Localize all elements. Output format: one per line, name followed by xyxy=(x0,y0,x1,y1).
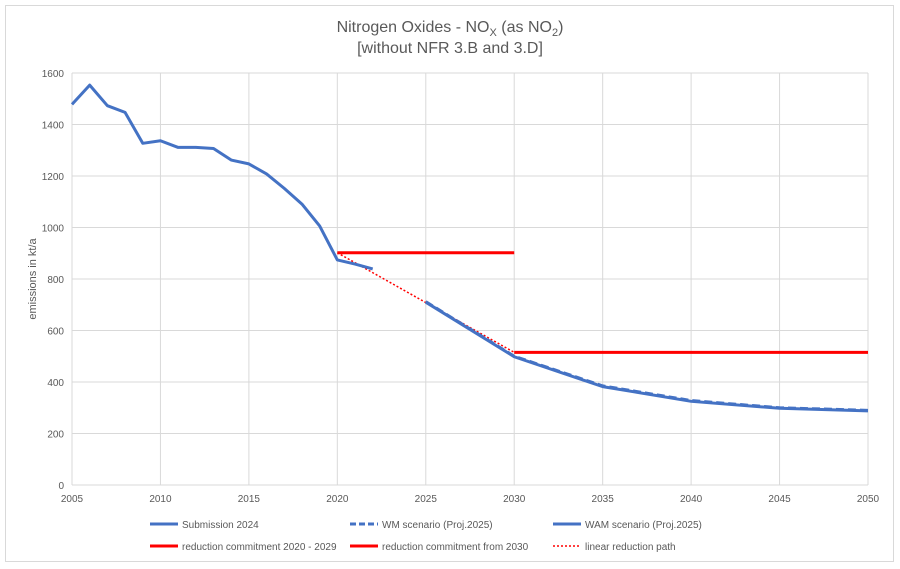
legend-label-0: Submission 2024 xyxy=(182,520,259,531)
series-line-0 xyxy=(70,83,374,271)
chart-title: Nitrogen Oxides - NOX (as NO2) xyxy=(337,19,564,39)
y-tick-label: 400 xyxy=(47,378,64,389)
x-tick-label: 2005 xyxy=(61,494,84,505)
y-tick-label: 800 xyxy=(47,275,64,286)
legend-label-4: reduction commitment from 2030 xyxy=(382,542,529,553)
x-tick-label: 2045 xyxy=(768,494,791,505)
x-tick-label: 2020 xyxy=(326,494,349,505)
x-tick-label: 2025 xyxy=(415,494,438,505)
legend-label-3: reduction commitment 2020 - 2029 xyxy=(182,542,337,553)
x-tick-label: 2010 xyxy=(149,494,172,505)
series-line-2 xyxy=(424,300,869,413)
x-tick-label: 2040 xyxy=(680,494,703,505)
legend-label-2: WAM scenario (Proj.2025) xyxy=(585,520,702,531)
chart-frame xyxy=(5,5,894,562)
chart-subtitle: [without NFR 3.B and 3.D] xyxy=(357,40,543,57)
y-tick-label: 1600 xyxy=(42,69,65,80)
y-tick-label: 0 xyxy=(58,481,64,492)
y-tick-label: 600 xyxy=(47,327,64,338)
legend-label-1: WM scenario (Proj.2025) xyxy=(382,520,493,531)
y-axis-label: emissions in kt/a xyxy=(27,237,39,319)
y-tick-label: 1400 xyxy=(42,121,65,132)
x-tick-label: 2015 xyxy=(238,494,261,505)
y-tick-label: 200 xyxy=(47,430,64,441)
x-tick-label: 2030 xyxy=(503,494,526,505)
x-tick-label: 2035 xyxy=(592,494,615,505)
legend-label-5: linear reduction path xyxy=(585,542,676,553)
y-tick-label: 1200 xyxy=(42,172,65,183)
y-tick-label: 1000 xyxy=(42,224,65,235)
x-tick-label: 2050 xyxy=(857,494,880,505)
